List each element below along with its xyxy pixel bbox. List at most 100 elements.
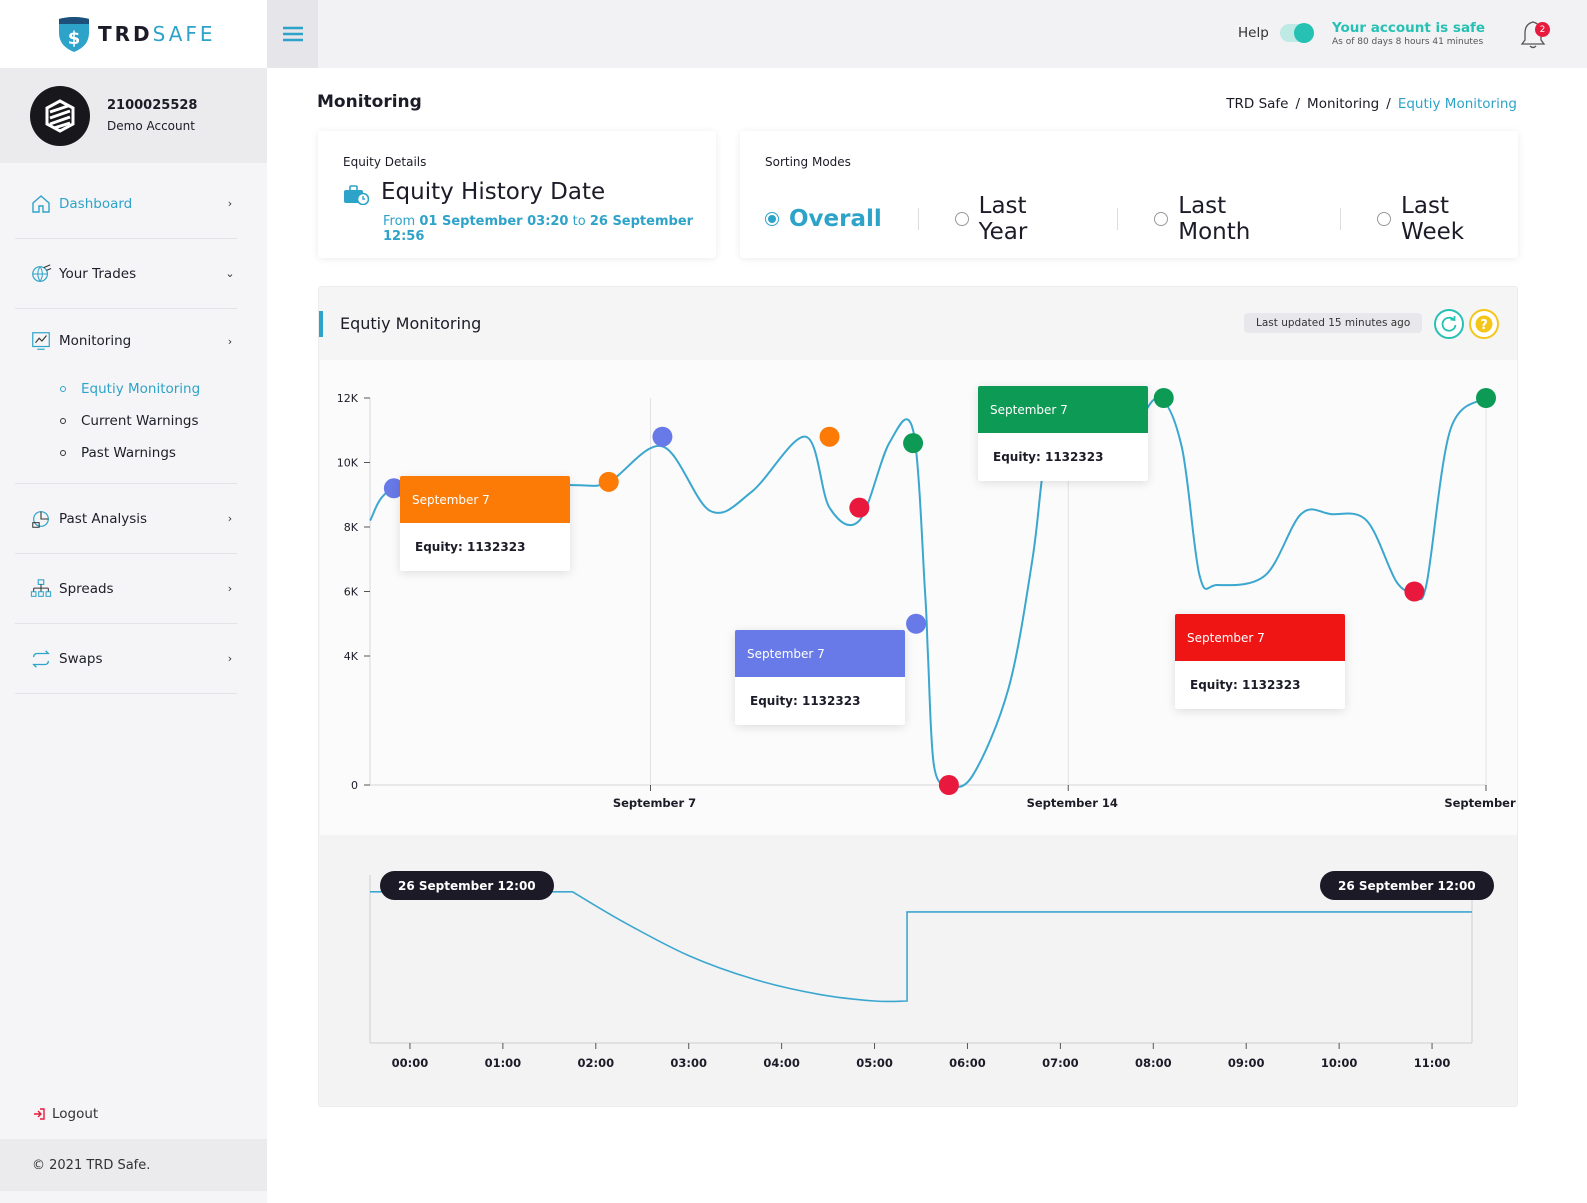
account-status-title: Your account is safe [1332, 20, 1486, 36]
chevron-right-icon: › [227, 334, 233, 348]
sidebar-item-spreads[interactable]: Spreads › [15, 554, 237, 624]
top-bar: Help Your account is safe As of 80 days … [267, 0, 1587, 68]
brush-tick-label: 03:00 [670, 1056, 707, 1070]
page-title: Monitoring [317, 92, 422, 112]
sort-mode-overall[interactable]: Overall [765, 206, 882, 232]
x-tick-label: September 14 [1027, 796, 1118, 810]
swaps-icon [30, 648, 52, 670]
submenu-item-past-warnings[interactable]: Past Warnings [60, 437, 237, 469]
sort-mode-last-week[interactable]: Last Week [1377, 193, 1518, 245]
brush-tick-label: 09:00 [1228, 1056, 1265, 1070]
x-tick-label: September 21 [1444, 796, 1517, 810]
help-label: Help [1238, 25, 1269, 41]
y-tick-label: 0 [351, 779, 358, 792]
help-button[interactable]: ? [1469, 309, 1499, 339]
breadcrumb-separator: / [1386, 96, 1391, 112]
time-range-brush[interactable]: 00:00 01:00 02:00 03:00 04:00 05:00 06:00 07:00… [320, 835, 1517, 1105]
avatar [30, 85, 90, 146]
card-label: Equity Details [343, 155, 427, 169]
data-point [849, 497, 870, 518]
tooltip-value: Equity: 1132323 [1190, 678, 1301, 692]
account-card[interactable]: 2100025528 Demo Account [0, 68, 267, 163]
y-tick-label: 10K [337, 457, 359, 470]
equity-details-card: Equity Details Equity History Date From … [318, 131, 716, 258]
radio-icon [954, 212, 969, 226]
sidebar-item-your-trades[interactable]: Your Trades ⌄ [15, 239, 237, 309]
notifications-button[interactable]: 2 [1520, 19, 1550, 49]
tooltip-date: September 7 [1175, 614, 1345, 661]
last-updated-badge: Last updated 15 minutes ago [1244, 313, 1423, 333]
data-point [906, 613, 927, 634]
brush-tick-label: 02:00 [577, 1056, 614, 1070]
brush-tick-label: 04:00 [763, 1056, 800, 1070]
logout-button[interactable]: Logout [32, 1106, 98, 1122]
breadcrumb-item-home[interactable]: TRD Safe [1226, 96, 1289, 112]
data-point [383, 478, 404, 499]
tooltip-date: September 7 [978, 386, 1148, 433]
submenu-item-current-warnings[interactable]: Current Warnings [60, 405, 237, 437]
data-point [598, 471, 619, 492]
y-tick-label: 8K [344, 521, 359, 534]
analysis-icon [30, 508, 52, 530]
footer-copyright: © 2021 TRD Safe. [0, 1139, 267, 1191]
breadcrumb-separator: / [1295, 96, 1301, 112]
brush-tick-label: 05:00 [856, 1056, 893, 1070]
sidebar-item-past-analysis[interactable]: Past Analysis › [15, 484, 237, 554]
shield-logo-icon: $ [59, 17, 89, 52]
hamburger-icon [282, 26, 303, 42]
logout-label: Logout [52, 1106, 99, 1122]
sidebar-item-swaps[interactable]: Swaps › [15, 624, 237, 694]
refresh-button[interactable] [1434, 309, 1464, 339]
equity-line-chart: 0 4K 6K 8K 10K 12K September 7 September 14 Sept… [337, 388, 1536, 810]
sort-mode-last-year[interactable]: Last Year [954, 193, 1082, 245]
monitoring-submenu: Equtiy Monitoring Current Warnings Past … [15, 373, 237, 469]
sort-mode-label: Last Month [1178, 193, 1251, 245]
sidebar-item-monitoring[interactable]: Monitoring › [15, 309, 237, 373]
tooltip-date: September 7 [400, 476, 570, 523]
brush-series-line [370, 891, 1472, 1003]
question-icon: ? [1475, 315, 1493, 333]
range-start-handle[interactable]: 26 September 12:00 [380, 871, 554, 900]
account-type: Demo Account [107, 119, 195, 133]
svg-text:$: $ [68, 28, 81, 49]
refresh-icon [1441, 316, 1457, 332]
sidebar-item-label: Monitoring [59, 333, 132, 349]
to-date: 26 September 12:56 [383, 214, 694, 244]
y-tick-label: 4K [344, 650, 359, 663]
tooltip-value: Equity: 1132323 [415, 540, 526, 554]
logo[interactable]: $ TRDSAFE [0, 0, 267, 68]
chevron-right-icon: › [227, 197, 233, 210]
breadcrumb-item-monitoring[interactable]: Monitoring [1307, 96, 1380, 112]
monitoring-icon [30, 330, 52, 352]
brand-name-part2: SAFE [152, 22, 216, 46]
sidebar-nav: Dashboard › Your Trades ⌄ Monitoring › E… [0, 169, 267, 694]
submenu-item-equity-monitoring[interactable]: Equtiy Monitoring [60, 373, 237, 405]
brand-name: TRDSAFE [98, 22, 216, 46]
svg-text:?: ? [1480, 318, 1488, 333]
range-end-handle[interactable]: 26 September 12:00 [1320, 871, 1494, 900]
equity-chart-area: 0 4K 6K 8K 10K 12K September 7 September 14 Sept… [320, 360, 1536, 835]
equity-date-range: From 01 September 03:20 to 26 September … [383, 214, 716, 244]
bullet-icon [60, 418, 66, 424]
sidebar-item-dashboard[interactable]: Dashboard › [15, 169, 237, 239]
divider [1340, 208, 1342, 230]
data-point [1404, 581, 1425, 602]
menu-toggle-button[interactable] [267, 0, 318, 68]
chevron-right-icon: › [227, 582, 233, 595]
radio-icon [765, 212, 779, 226]
help-toggle[interactable] [1280, 23, 1314, 43]
sidebar-item-label: Your Trades [59, 265, 137, 282]
globe-trades-icon [30, 263, 52, 285]
sort-mode-label: Last Year [978, 193, 1028, 245]
chevron-right-icon: › [227, 512, 233, 525]
data-point [903, 433, 924, 454]
chevron-down-icon: ⌄ [225, 267, 235, 280]
radio-icon [1154, 212, 1169, 226]
sort-mode-last-month[interactable]: Last Month [1154, 193, 1304, 245]
chart-tooltip: September 7 Equity: 1132323 [978, 386, 1148, 481]
chart-tooltip: September 7 Equity: 1132323 [1175, 614, 1345, 709]
from-date: 01 September 03:20 [419, 214, 569, 229]
accent-bar [319, 311, 323, 337]
brush-tick-label: 08:00 [1135, 1056, 1172, 1070]
equity-series-line [369, 397, 1487, 788]
